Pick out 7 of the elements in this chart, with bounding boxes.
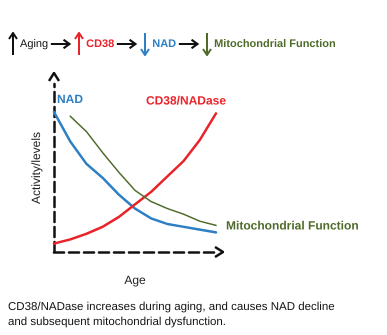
y-axis-title: Activity/levels xyxy=(29,132,43,204)
text: CD38/NADase increases during aging, and causes NAD decline and subsequent mitochondrial dysfunction. xyxy=(8,300,336,330)
series-label: Mitochondrial Function xyxy=(226,218,359,232)
flow-diagram: Aging CD38 NAD Mitochondrial Function xyxy=(8,8,336,66)
series-label: NAD xyxy=(57,92,84,106)
x-axis-title: Age xyxy=(124,273,146,287)
series-label: CD38/NADase xyxy=(146,93,226,108)
